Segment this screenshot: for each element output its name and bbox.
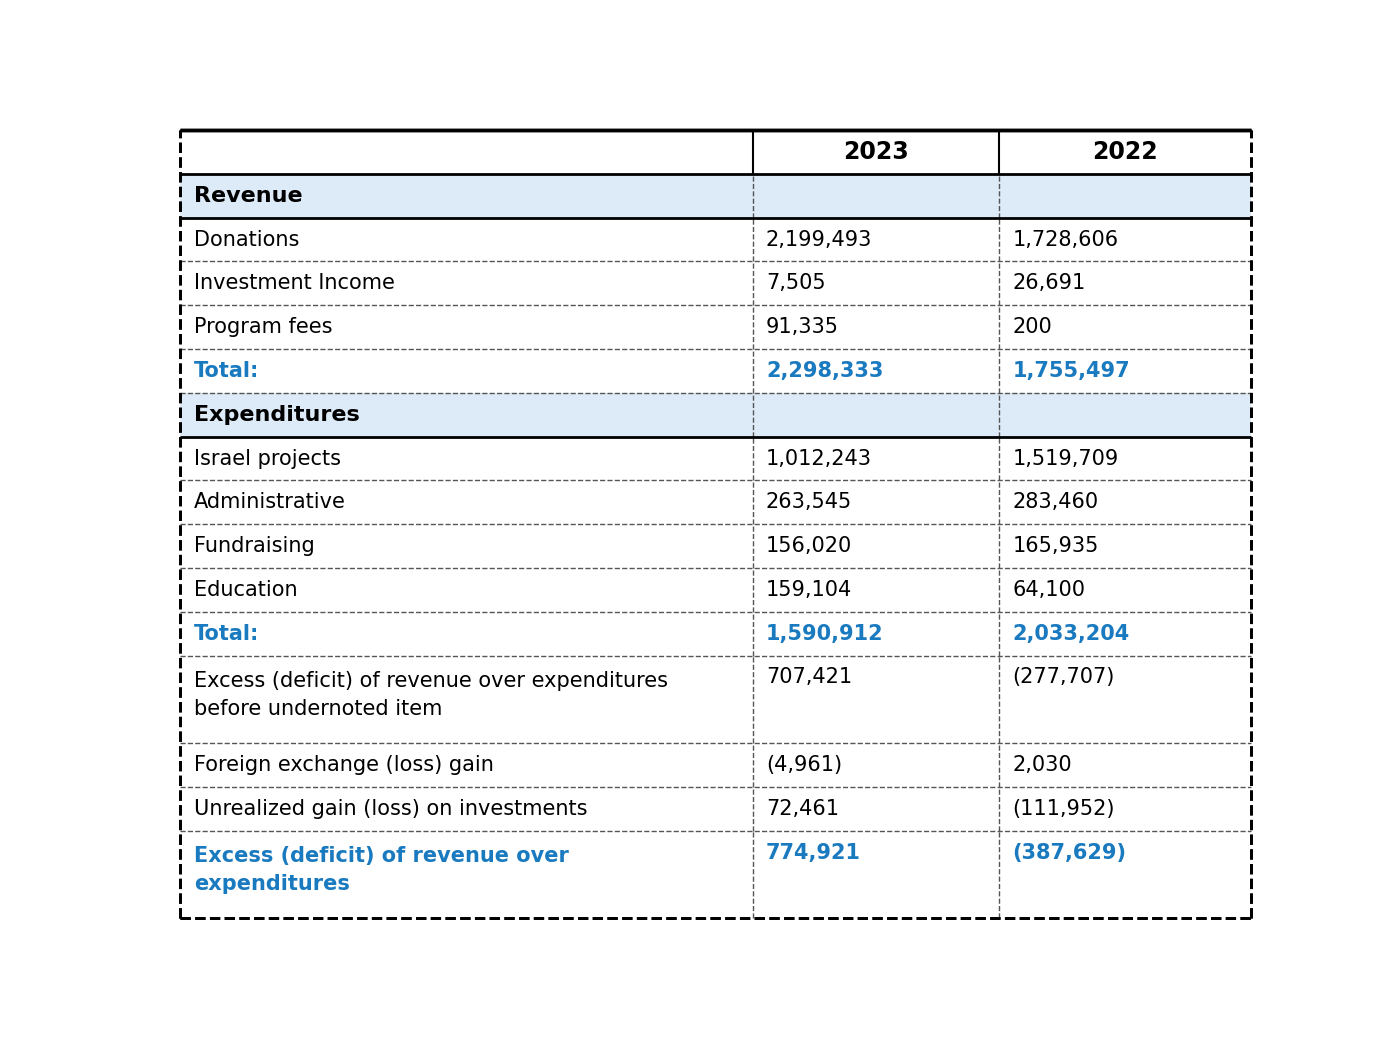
Text: Investment Income: Investment Income: [194, 273, 395, 294]
Bar: [180, 174, 1251, 218]
Bar: [180, 524, 1251, 568]
Text: Education: Education: [194, 580, 297, 600]
Text: 2022: 2022: [1092, 140, 1157, 164]
Text: 159,104: 159,104: [766, 580, 852, 600]
Text: 283,460: 283,460: [1012, 492, 1099, 513]
Text: 2023: 2023: [843, 140, 909, 164]
Bar: [180, 349, 1251, 392]
Bar: [180, 262, 1251, 305]
Text: 2,033,204: 2,033,204: [1012, 624, 1129, 644]
Bar: [180, 305, 1251, 349]
Text: 156,020: 156,020: [766, 536, 852, 556]
Bar: [180, 437, 1251, 481]
Text: 1,728,606: 1,728,606: [1012, 229, 1118, 249]
Text: (4,961): (4,961): [766, 755, 842, 775]
Text: 165,935: 165,935: [1012, 536, 1099, 556]
Text: 91,335: 91,335: [766, 318, 839, 337]
Text: Program fees: Program fees: [194, 318, 332, 337]
Text: Foreign exchange (loss) gain: Foreign exchange (loss) gain: [194, 755, 494, 775]
Text: Donations: Donations: [194, 229, 299, 249]
Text: 774,921: 774,921: [766, 843, 861, 863]
Text: 7,505: 7,505: [766, 273, 825, 294]
Text: 1,590,912: 1,590,912: [766, 624, 884, 644]
Bar: [180, 743, 1251, 787]
Text: 2,030: 2,030: [1012, 755, 1072, 775]
Text: Revenue: Revenue: [194, 186, 303, 206]
Bar: [180, 568, 1251, 611]
Bar: [180, 392, 1251, 437]
Text: Excess (deficit) of revenue over
expenditures: Excess (deficit) of revenue over expendi…: [194, 846, 568, 895]
Text: 72,461: 72,461: [766, 799, 839, 819]
Bar: [180, 611, 1251, 656]
Text: (387,629): (387,629): [1012, 843, 1127, 863]
Text: Expenditures: Expenditures: [194, 405, 360, 425]
Text: Fundraising: Fundraising: [194, 536, 314, 556]
Text: 1,755,497: 1,755,497: [1012, 361, 1129, 381]
Text: Total:: Total:: [194, 361, 260, 381]
Text: 2,199,493: 2,199,493: [766, 229, 872, 249]
Text: 200: 200: [1012, 318, 1053, 337]
Text: 1,012,243: 1,012,243: [766, 448, 872, 468]
Bar: [180, 481, 1251, 524]
Bar: [180, 656, 1251, 743]
Text: 2,298,333: 2,298,333: [766, 361, 884, 381]
Bar: [180, 787, 1251, 830]
Text: 26,691: 26,691: [1012, 273, 1086, 294]
Text: 64,100: 64,100: [1012, 580, 1085, 600]
Bar: [180, 218, 1251, 262]
Bar: [180, 830, 1251, 919]
Bar: [180, 130, 1251, 174]
Text: Israel projects: Israel projects: [194, 448, 341, 468]
Text: 1,519,709: 1,519,709: [1012, 448, 1118, 468]
Text: Excess (deficit) of revenue over expenditures
before undernoted item: Excess (deficit) of revenue over expendi…: [194, 672, 667, 719]
Text: Unrealized gain (loss) on investments: Unrealized gain (loss) on investments: [194, 799, 588, 819]
Text: Total:: Total:: [194, 624, 260, 644]
Text: Administrative: Administrative: [194, 492, 346, 513]
Text: (277,707): (277,707): [1012, 667, 1114, 687]
Text: 707,421: 707,421: [766, 667, 852, 687]
Text: 263,545: 263,545: [766, 492, 852, 513]
Text: (111,952): (111,952): [1012, 799, 1115, 819]
